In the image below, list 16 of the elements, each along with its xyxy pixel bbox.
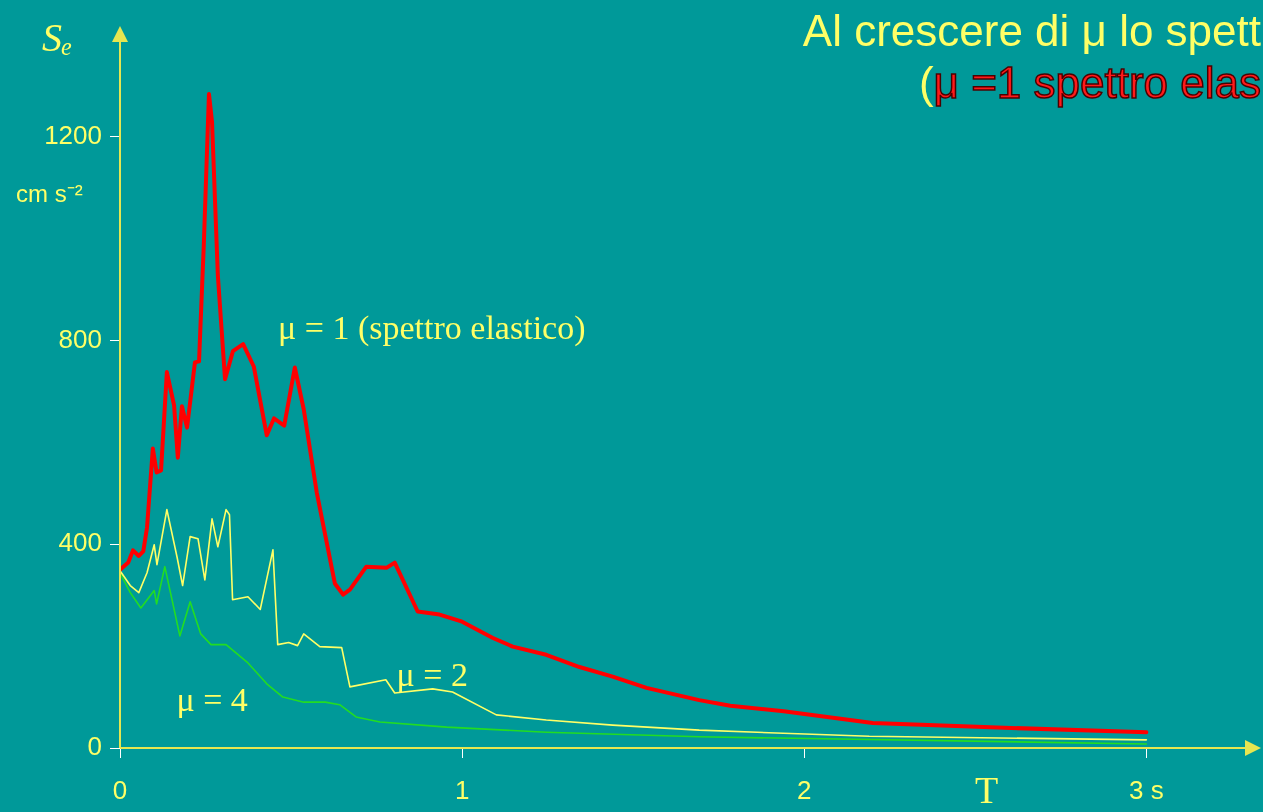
series-label: μ = 2 — [396, 656, 469, 694]
x-tick-label: 1 — [454, 774, 470, 805]
y-tick-label: 1200 — [44, 119, 102, 150]
chart-subtitle: (μ =1 spettro elas — [918, 58, 1261, 107]
x-tick-label: 3 s — [1129, 774, 1164, 805]
x-tick-label: 0 — [112, 774, 128, 805]
series-label: μ = 4 — [176, 680, 248, 718]
x-axis-title: T — [975, 768, 999, 812]
text: cm s⁻² — [16, 179, 83, 209]
chart-title: Al crescere di μ lo spett — [802, 6, 1261, 56]
series-label: μ = 1 (spettro elastico) — [278, 309, 586, 348]
y-axis-title: Sₑ — [42, 14, 73, 61]
y-tick-label: 400 — [58, 527, 102, 558]
y-tick-label: 0 — [87, 731, 102, 762]
y-tick-label: 800 — [58, 323, 102, 354]
x-tick-label: 2 — [797, 774, 812, 805]
